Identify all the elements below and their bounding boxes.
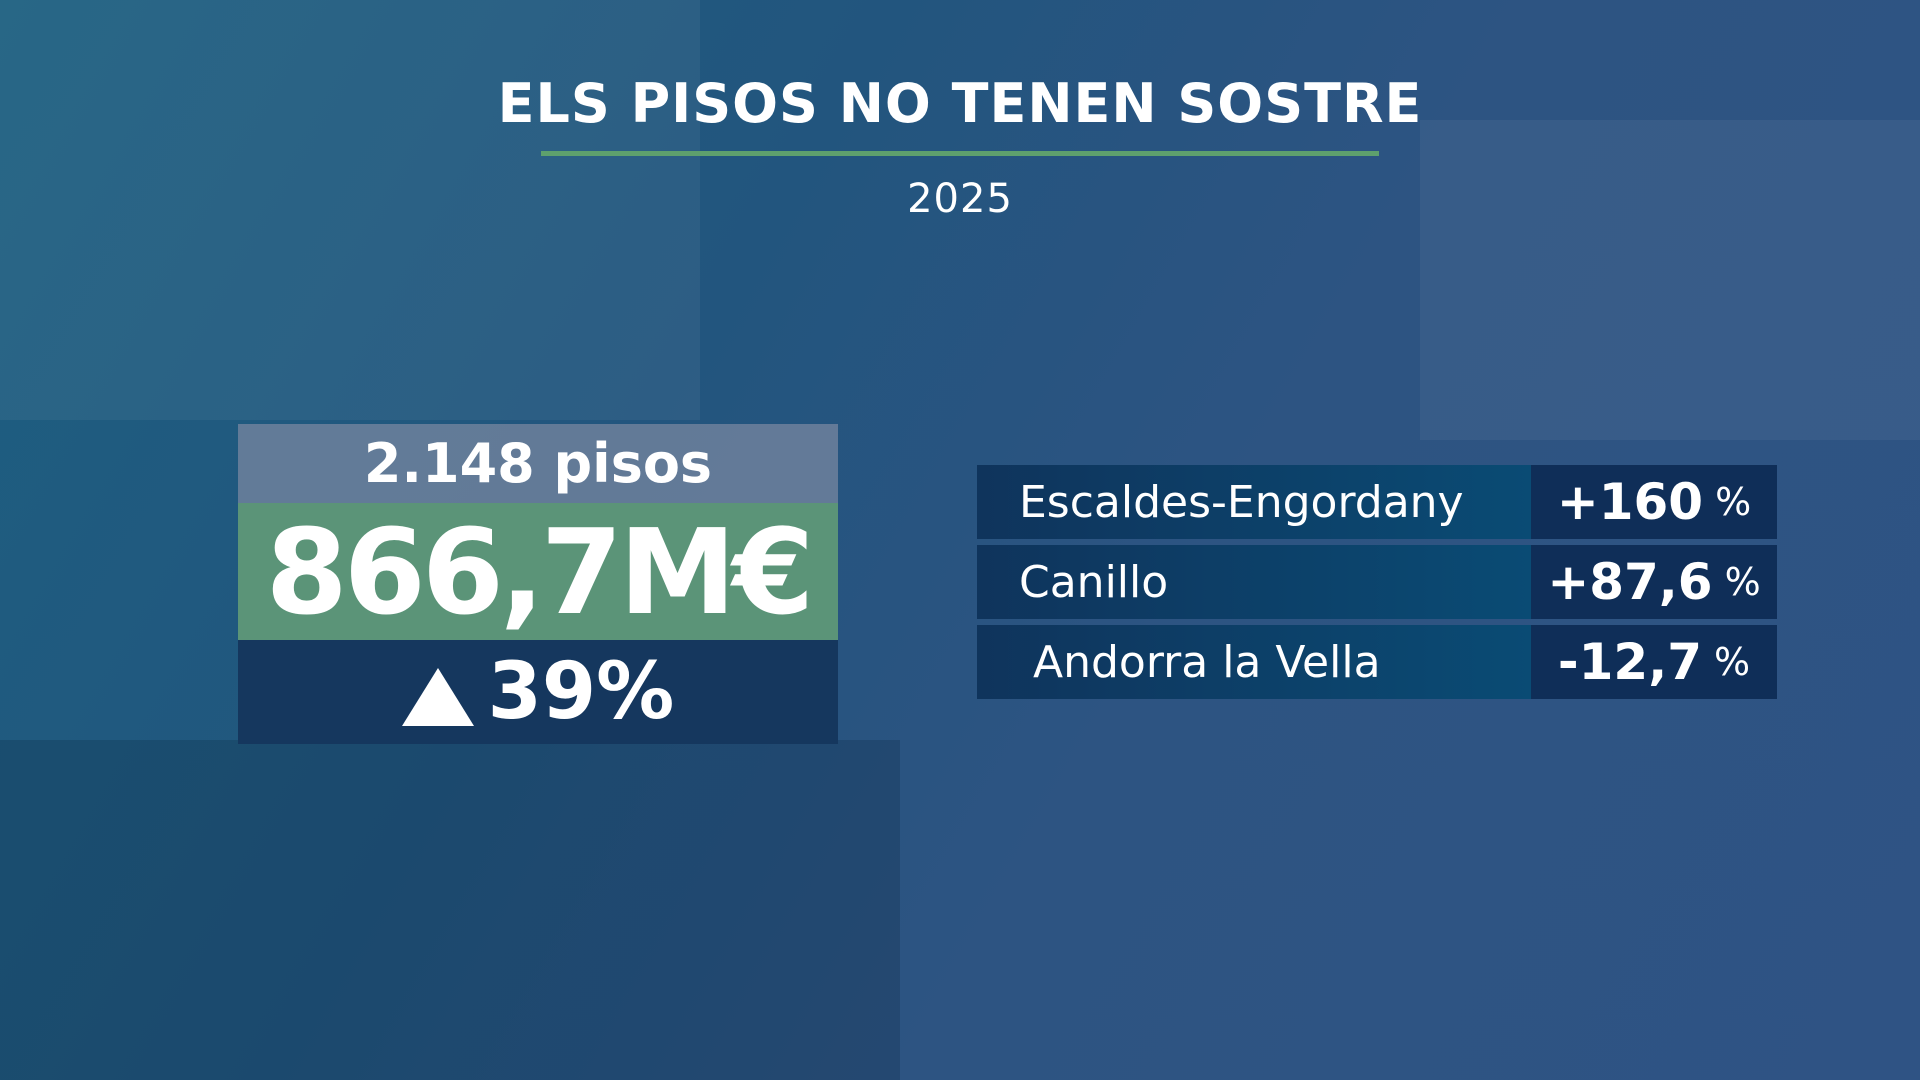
background-block <box>1420 120 1920 440</box>
parish-name: Andorra la Vella <box>977 625 1531 699</box>
table-row: Escaldes-Engordany +160% <box>977 465 1777 539</box>
value-unit: % <box>1715 480 1752 524</box>
parish-value: +160% <box>1531 465 1777 539</box>
background-shade <box>0 740 900 1080</box>
value-unit: % <box>1724 560 1761 604</box>
value-number: -12,7 <box>1557 633 1702 691</box>
parish-name: Canillo <box>977 545 1531 619</box>
value-unit: % <box>1714 640 1751 684</box>
flat-count: 2.148 pisos <box>238 424 838 503</box>
year-label: 2025 <box>907 176 1013 222</box>
total-amount: 866,7M€ <box>238 503 838 641</box>
triangle-up-icon <box>401 668 474 726</box>
table-row: Canillo +87,6% <box>977 545 1777 619</box>
value-number: +87,6 <box>1547 553 1713 611</box>
table-row: Andorra la Vella -12,7% <box>977 625 1777 699</box>
background-photo <box>0 0 700 420</box>
change-value: 39% <box>487 647 675 737</box>
page-title: ELS PISOS NO TENEN SOSTRE <box>497 72 1423 135</box>
value-number: +160 <box>1556 473 1704 531</box>
parish-value: -12,7% <box>1531 625 1777 699</box>
parish-name: Escaldes-Engordany <box>977 465 1531 539</box>
parish-value: +87,6% <box>1531 545 1777 619</box>
change-box: 39% <box>238 640 838 744</box>
title-underline <box>541 151 1379 156</box>
